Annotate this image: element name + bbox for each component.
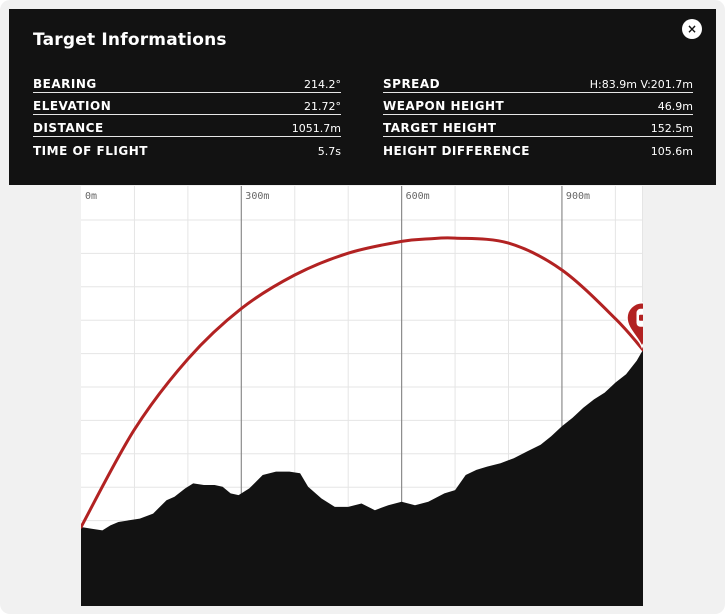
stat-row-elevation: ELEVATION 21.72° bbox=[33, 94, 341, 115]
stat-row-time-of-flight: TIME OF FLIGHT 5.7s bbox=[33, 138, 341, 159]
x-tick-label: 300m bbox=[245, 191, 269, 202]
x-tick-label: 600m bbox=[406, 191, 430, 202]
close-icon[interactable]: × bbox=[682, 19, 702, 39]
stat-label: HEIGHT DIFFERENCE bbox=[383, 144, 530, 158]
x-tick-label: 900m bbox=[566, 191, 590, 202]
stat-value: 1051.7m bbox=[291, 122, 341, 135]
stat-value: 214.2° bbox=[304, 78, 341, 91]
stat-value: 105.6m bbox=[650, 145, 693, 158]
window-title: Target Informations bbox=[33, 30, 227, 50]
stat-value: 5.7s bbox=[317, 145, 341, 158]
marker-glyph-inner bbox=[639, 314, 643, 321]
stat-row-weapon-height: WEAPON HEIGHT 46.9m bbox=[383, 94, 693, 115]
stats-left-column: BEARING 214.2° ELEVATION 21.72° DISTANCE… bbox=[33, 72, 341, 160]
stat-label: SPREAD bbox=[383, 77, 441, 91]
tick-label-layer: 0m 300m 600m 900m bbox=[85, 191, 590, 202]
stat-label: TARGET HEIGHT bbox=[383, 121, 497, 135]
stat-value: 46.9m bbox=[657, 100, 693, 113]
stat-value: H:83.9m V:201.7m bbox=[589, 78, 693, 91]
stat-row-height-difference: HEIGHT DIFFERENCE 105.6m bbox=[383, 138, 693, 159]
stats-right-column: SPREAD H:83.9m V:201.7m WEAPON HEIGHT 46… bbox=[383, 72, 693, 160]
stat-value: 152.5m bbox=[650, 122, 693, 135]
stat-row-distance: DISTANCE 1051.7m bbox=[33, 116, 341, 137]
marker-layer bbox=[626, 302, 643, 349]
terrain-area bbox=[81, 349, 643, 606]
trajectory-layer bbox=[81, 236, 643, 529]
stat-value: 21.72° bbox=[304, 100, 341, 113]
stat-row-bearing: BEARING 214.2° bbox=[33, 72, 341, 93]
stat-label: TIME OF FLIGHT bbox=[33, 144, 148, 158]
stat-row-spread: SPREAD H:83.9m V:201.7m bbox=[383, 72, 693, 93]
trajectory-curve bbox=[81, 236, 643, 529]
profile-svg: 0m 300m 600m 900m bbox=[81, 186, 643, 606]
elevation-profile-chart: 0m 300m 600m 900m bbox=[81, 186, 643, 606]
stat-label: BEARING bbox=[33, 77, 97, 91]
stat-label: DISTANCE bbox=[33, 121, 104, 135]
terrain-layer bbox=[81, 349, 643, 606]
stat-label: ELEVATION bbox=[33, 99, 112, 113]
target-marker-icon bbox=[626, 302, 643, 349]
stat-label: WEAPON HEIGHT bbox=[383, 99, 505, 113]
x-tick-label: 0m bbox=[85, 191, 97, 202]
stat-row-target-height: TARGET HEIGHT 152.5m bbox=[383, 116, 693, 137]
info-header: Target Informations × BEARING 214.2° ELE… bbox=[9, 9, 716, 185]
